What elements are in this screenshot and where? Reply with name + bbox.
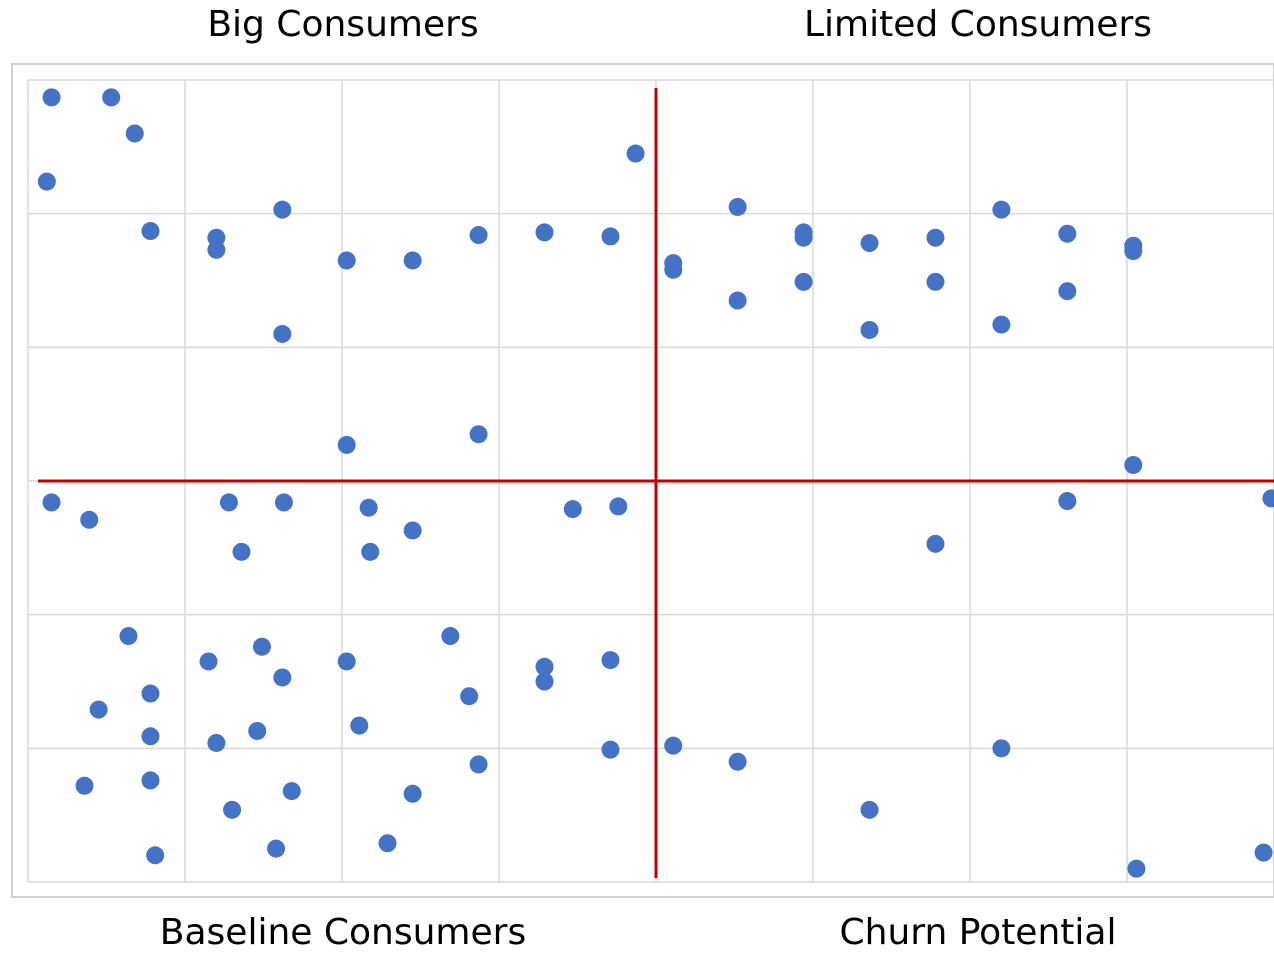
data-point bbox=[361, 542, 380, 561]
data-point bbox=[469, 755, 488, 774]
data-point bbox=[469, 226, 488, 245]
quadrant-label-churn-potential: Churn Potential bbox=[839, 912, 1117, 953]
data-point bbox=[728, 291, 747, 310]
data-point bbox=[469, 425, 488, 444]
data-point bbox=[141, 684, 160, 703]
data-points bbox=[37, 88, 1274, 878]
data-point bbox=[992, 200, 1011, 219]
data-point bbox=[146, 846, 165, 865]
data-point bbox=[563, 500, 582, 519]
data-point bbox=[1058, 282, 1077, 301]
data-point bbox=[601, 227, 620, 246]
quadrant-label-limited-consumers: Limited Consumers bbox=[803, 4, 1153, 45]
data-point bbox=[350, 716, 369, 735]
data-point bbox=[1124, 455, 1143, 474]
data-point bbox=[860, 800, 879, 819]
data-point bbox=[860, 320, 879, 339]
data-point bbox=[1058, 224, 1077, 243]
data-point bbox=[992, 739, 1011, 758]
data-point bbox=[794, 228, 813, 247]
data-point bbox=[1262, 489, 1274, 508]
data-point bbox=[273, 200, 292, 219]
data-point bbox=[274, 493, 293, 512]
data-point bbox=[1058, 492, 1077, 511]
quadrant-label-baseline-consumers: Baseline Consumers bbox=[159, 912, 527, 953]
data-point bbox=[232, 542, 251, 561]
quadrant-label-big-consumers: Big Consumers bbox=[207, 4, 479, 45]
data-point bbox=[89, 700, 108, 719]
data-point bbox=[609, 497, 628, 516]
data-point bbox=[248, 721, 267, 740]
quadrant-dividers bbox=[38, 88, 1274, 878]
data-point bbox=[992, 315, 1011, 334]
data-point bbox=[37, 172, 56, 191]
data-point bbox=[199, 652, 218, 671]
data-point bbox=[664, 736, 683, 755]
data-point bbox=[926, 534, 945, 553]
data-point bbox=[728, 197, 747, 216]
data-point bbox=[219, 493, 238, 512]
data-point bbox=[252, 637, 271, 656]
data-point bbox=[460, 687, 479, 706]
data-point bbox=[207, 733, 226, 752]
data-point bbox=[282, 782, 301, 801]
data-point bbox=[141, 771, 160, 790]
data-point bbox=[75, 776, 94, 795]
data-point bbox=[273, 668, 292, 687]
data-point bbox=[378, 834, 397, 853]
data-point bbox=[125, 124, 144, 143]
data-point bbox=[337, 435, 356, 454]
data-point bbox=[441, 627, 460, 646]
data-point bbox=[42, 88, 61, 107]
data-point bbox=[403, 251, 422, 270]
data-point bbox=[102, 88, 121, 107]
data-point bbox=[728, 752, 747, 771]
data-point bbox=[926, 272, 945, 291]
data-point bbox=[119, 627, 138, 646]
data-point bbox=[601, 740, 620, 759]
data-point bbox=[626, 144, 645, 163]
data-point bbox=[141, 222, 160, 241]
data-point bbox=[267, 839, 286, 858]
data-point bbox=[1254, 843, 1273, 862]
data-point bbox=[403, 521, 422, 540]
data-point bbox=[1127, 859, 1146, 878]
data-point bbox=[403, 784, 422, 803]
data-point bbox=[337, 251, 356, 270]
data-point bbox=[926, 228, 945, 247]
data-point bbox=[535, 657, 554, 676]
data-point bbox=[141, 727, 160, 746]
data-point bbox=[664, 260, 683, 279]
data-point bbox=[80, 510, 99, 529]
chart-frame bbox=[11, 63, 1274, 898]
data-point bbox=[1124, 242, 1143, 261]
data-point bbox=[535, 223, 554, 242]
data-point bbox=[601, 651, 620, 670]
data-point bbox=[794, 272, 813, 291]
data-point bbox=[42, 493, 61, 512]
data-point bbox=[337, 652, 356, 671]
data-point bbox=[273, 324, 292, 343]
data-point bbox=[860, 234, 879, 253]
data-point bbox=[535, 672, 554, 691]
data-point bbox=[207, 240, 226, 259]
data-point bbox=[359, 498, 378, 517]
data-point bbox=[223, 800, 242, 819]
